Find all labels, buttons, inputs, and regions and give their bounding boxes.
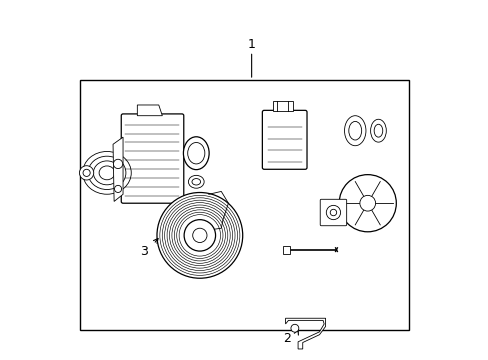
Circle shape bbox=[325, 205, 340, 220]
Ellipse shape bbox=[99, 166, 115, 180]
Ellipse shape bbox=[93, 161, 121, 185]
Polygon shape bbox=[137, 105, 162, 116]
Ellipse shape bbox=[344, 116, 365, 146]
FancyBboxPatch shape bbox=[121, 114, 183, 203]
Text: 3: 3 bbox=[140, 245, 148, 258]
Circle shape bbox=[80, 166, 94, 180]
Circle shape bbox=[113, 159, 122, 168]
Ellipse shape bbox=[188, 175, 203, 188]
Circle shape bbox=[329, 209, 336, 216]
Ellipse shape bbox=[88, 156, 125, 189]
Ellipse shape bbox=[82, 152, 131, 194]
Polygon shape bbox=[113, 137, 123, 202]
Circle shape bbox=[290, 324, 298, 332]
Polygon shape bbox=[285, 318, 325, 349]
FancyBboxPatch shape bbox=[262, 111, 306, 169]
Ellipse shape bbox=[339, 175, 395, 232]
Bar bbox=[80, 80, 408, 330]
Ellipse shape bbox=[348, 121, 361, 140]
Ellipse shape bbox=[157, 193, 242, 278]
Ellipse shape bbox=[192, 228, 206, 243]
Ellipse shape bbox=[183, 137, 209, 170]
Ellipse shape bbox=[373, 124, 382, 137]
Bar bbox=[272, 102, 292, 111]
Ellipse shape bbox=[187, 143, 204, 164]
Circle shape bbox=[83, 169, 90, 176]
FancyBboxPatch shape bbox=[320, 199, 346, 226]
Text: 2: 2 bbox=[283, 333, 291, 346]
Text: 1: 1 bbox=[247, 38, 255, 51]
Bar bbox=[283, 246, 289, 253]
Ellipse shape bbox=[192, 179, 200, 185]
Ellipse shape bbox=[370, 119, 386, 142]
Circle shape bbox=[114, 185, 122, 193]
Ellipse shape bbox=[359, 195, 375, 211]
Ellipse shape bbox=[184, 220, 215, 251]
